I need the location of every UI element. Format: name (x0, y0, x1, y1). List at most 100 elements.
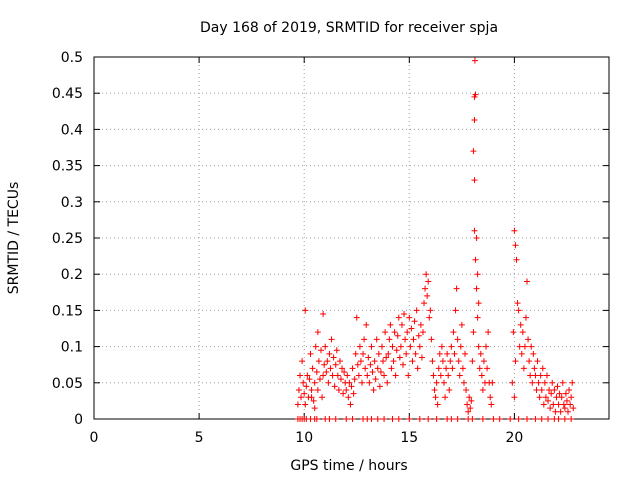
data-point (368, 343, 375, 350)
data-point (341, 368, 348, 375)
y-tick-label: 0.4 (61, 122, 83, 138)
data-point (304, 372, 311, 379)
data-point (308, 394, 315, 401)
data-point (340, 390, 347, 397)
y-tick-label: 0 (74, 412, 83, 428)
data-point (334, 372, 341, 379)
data-point (555, 401, 562, 408)
data-point (545, 397, 552, 404)
data-point (507, 416, 514, 422)
data-point (400, 361, 406, 368)
data-point (433, 416, 440, 422)
data-point (416, 416, 423, 422)
data-point (447, 358, 454, 365)
data-point (570, 405, 577, 412)
data-point (435, 365, 442, 372)
data-point (473, 285, 480, 292)
x-tick-label: 0 (90, 430, 99, 446)
data-point (361, 336, 368, 343)
data-point (302, 401, 309, 408)
data-point (381, 416, 388, 422)
data-point (448, 343, 455, 350)
data-point (440, 379, 447, 386)
data-point (518, 350, 525, 357)
data-point (470, 148, 477, 155)
data-point (540, 401, 547, 408)
data-point (298, 394, 305, 401)
data-point (510, 329, 517, 336)
data-point (309, 365, 316, 372)
data-point (468, 397, 475, 404)
data-point (412, 350, 419, 357)
data-point (343, 416, 350, 422)
data-point (316, 376, 323, 383)
data-point (548, 390, 555, 397)
data-point (328, 336, 335, 343)
data-point (405, 372, 412, 379)
data-point (360, 350, 367, 357)
data-point (375, 350, 382, 357)
data-point (460, 379, 467, 386)
data-point (398, 321, 405, 328)
data-point (401, 311, 408, 318)
data-point (329, 372, 336, 379)
data-point (547, 405, 554, 412)
data-point (479, 387, 486, 394)
data-point (568, 416, 575, 422)
data-point (331, 383, 338, 390)
data-point (344, 372, 351, 379)
data-point (543, 372, 550, 379)
data-point (301, 390, 308, 397)
data-point (524, 278, 531, 285)
data-point (465, 408, 472, 415)
x-tick-labels: 0 5 10 15 20 (90, 430, 524, 446)
data-point (475, 300, 482, 307)
y-tick-label: 0.45 (52, 86, 83, 102)
data-point (530, 350, 537, 357)
data-point (320, 311, 327, 318)
data-point (434, 401, 441, 408)
data-point (389, 343, 396, 350)
data-point (333, 347, 340, 354)
data-point (512, 242, 519, 249)
data-point (313, 368, 320, 375)
data-point (371, 358, 378, 365)
data-point (542, 394, 549, 401)
data-point (416, 343, 423, 350)
data-point (346, 379, 353, 386)
data-point (295, 387, 302, 394)
data-point (474, 314, 481, 321)
data-point (367, 361, 374, 368)
data-point (390, 358, 397, 365)
data-point (470, 329, 477, 336)
data-point (408, 325, 415, 332)
data-point (473, 235, 480, 241)
data-point (381, 372, 388, 379)
data-point (424, 292, 431, 299)
data-point (384, 379, 391, 386)
data-point (536, 394, 543, 401)
data-point (432, 394, 439, 401)
data-point (551, 387, 558, 394)
data-point (299, 358, 306, 365)
data-point (454, 336, 461, 343)
data-point (307, 350, 314, 357)
data-point (514, 300, 521, 307)
data-point (515, 307, 522, 314)
data-point (457, 343, 464, 350)
x-tick-label: 15 (400, 430, 418, 446)
data-point (560, 401, 567, 408)
data-point (313, 416, 320, 422)
x-axis-label: GPS time / hours (290, 458, 407, 474)
data-point (433, 379, 440, 386)
data-point (386, 336, 393, 343)
data-point (425, 278, 432, 285)
data-point (306, 376, 313, 383)
data-point (546, 387, 553, 394)
data-point (327, 365, 334, 372)
data-point (326, 350, 333, 357)
data-point (373, 336, 380, 343)
data-point (320, 372, 327, 379)
data-point (519, 329, 526, 336)
